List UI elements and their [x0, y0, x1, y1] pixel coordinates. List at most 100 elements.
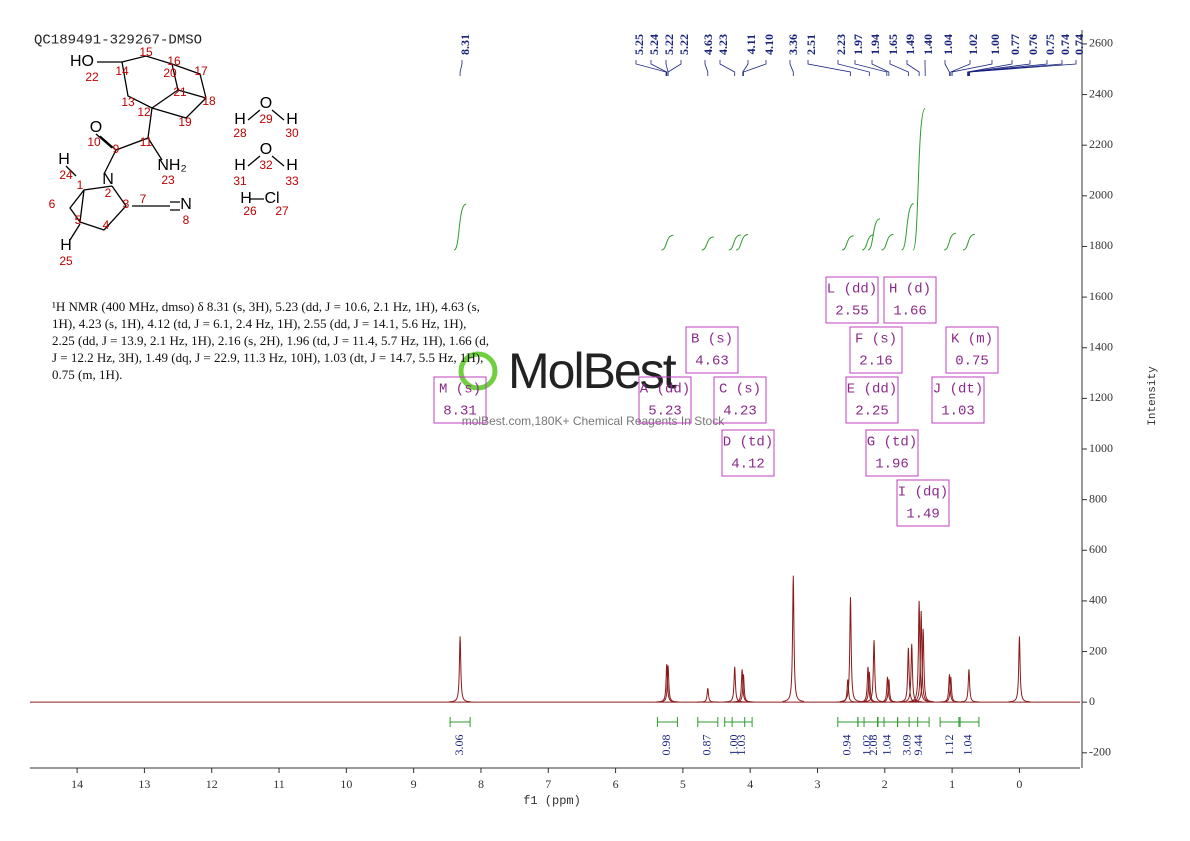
multiplet-label: C (s): [719, 382, 761, 398]
integral-bracket: [939, 717, 961, 727]
atom-label: H: [234, 111, 246, 128]
watermark-logo: [458, 351, 498, 391]
integral-curve: [901, 203, 915, 251]
integral-curve: [867, 218, 881, 251]
atom-number: 25: [59, 254, 73, 268]
integral-curve: [861, 234, 875, 251]
peak: [858, 671, 881, 703]
multiplet-box: [825, 276, 879, 324]
integral-label: 1.03: [734, 735, 748, 756]
atom-number: 32: [259, 158, 273, 172]
atom-number: 2: [105, 186, 112, 200]
atom-number: 13: [121, 95, 135, 109]
integral-label: 1.04: [961, 735, 975, 756]
multiplet-shift: 0.75: [955, 354, 989, 370]
peak: [1008, 636, 1031, 703]
atom-number: 20: [163, 66, 177, 80]
peak-label: 1.04: [941, 34, 955, 55]
peak-label: 1.02: [966, 34, 980, 55]
y-tick-label: 1000: [1089, 441, 1113, 455]
integral-label: 1.12: [942, 735, 956, 756]
multiplet-shift: 4.63: [695, 354, 729, 370]
atom-number: 28: [233, 126, 247, 140]
sample-title: QC189491-329267-DMSO: [34, 33, 202, 49]
multiplet-shift: 8.31: [443, 404, 477, 420]
integral-label: 1.02: [860, 735, 874, 756]
integral-bracket: [449, 717, 471, 727]
peak-label: 3.36: [786, 34, 800, 55]
peak-label-leader: [944, 60, 950, 76]
peak: [878, 679, 900, 703]
atom-number: 1: [77, 178, 84, 192]
integral-bracket: [958, 717, 980, 727]
y-tick-label: 2400: [1089, 86, 1113, 100]
peak: [940, 676, 962, 703]
peak-label-leader: [667, 60, 682, 76]
peak-label: 1.49: [903, 34, 917, 55]
integral-bracket: [908, 717, 930, 727]
nmr-description: ¹H NMR (400 MHz, dmso) δ 8.31 (s, 3H), 5…: [52, 299, 490, 382]
atom-number: 19: [178, 115, 192, 129]
integral-curve: [912, 107, 926, 251]
x-tick-label: 4: [747, 777, 753, 791]
peak: [732, 674, 755, 703]
integral-curve: [841, 235, 854, 251]
multiplet-label: F (s): [855, 332, 897, 348]
multiplet-shift: 5.23: [648, 404, 682, 420]
multiplet-label: B (s): [691, 332, 733, 348]
integral-label: 9.44: [911, 735, 925, 756]
integral-bracket: [837, 717, 859, 727]
peak-label: 2.51: [804, 34, 818, 55]
peak-label-leader: [871, 60, 890, 76]
peak: [782, 575, 805, 702]
peak-label-leader: [967, 60, 1013, 76]
atom-number: 21: [173, 85, 187, 99]
peak-label-leader: [967, 60, 1031, 76]
integral-label: 1.00: [726, 735, 740, 756]
integral-label: 0.98: [659, 735, 673, 756]
atom-label: H: [58, 151, 70, 168]
x-axis-label: f1 (ppm): [523, 794, 581, 808]
y-tick-label: 2000: [1089, 188, 1113, 202]
integral-curve: [735, 234, 749, 251]
peak: [657, 665, 679, 703]
x-tick-label: 2: [882, 777, 888, 791]
integral-label: 1.04: [879, 735, 893, 756]
atom-label: H: [240, 190, 252, 207]
multiplet-shift: 2.16: [859, 354, 893, 370]
y-tick-label: 400: [1089, 593, 1107, 607]
atom-number: 33: [285, 174, 299, 188]
atom-number: 18: [202, 94, 216, 108]
integral-curve: [962, 233, 976, 251]
multiplet-box: [849, 326, 903, 374]
x-tick-label: 1: [949, 777, 955, 791]
atom-label: N: [102, 171, 114, 188]
peak: [897, 647, 920, 703]
peak-label-leader: [742, 60, 749, 76]
integral-curve: [661, 234, 674, 251]
atom-number: 17: [194, 64, 208, 78]
peak-label: 5.22: [677, 34, 691, 55]
peak-label-leader: [635, 60, 667, 76]
peak-label: 1.40: [921, 34, 935, 55]
atom-number: 10: [87, 135, 101, 149]
peak-label-leader: [650, 60, 668, 76]
peak: [912, 628, 934, 703]
y-tick-label: 1800: [1089, 238, 1113, 252]
y-tick-label: 800: [1089, 491, 1107, 505]
x-tick-label: 8: [478, 777, 484, 791]
peak-label: 1.94: [868, 34, 882, 55]
peak: [900, 643, 923, 703]
atom-number: 30: [285, 126, 299, 140]
atom-label: H: [286, 111, 298, 128]
peak-label: 2.23: [834, 34, 848, 55]
integral-label: 0.87: [700, 735, 714, 756]
multiplet-box: [896, 479, 950, 527]
atom-label: H: [60, 237, 72, 254]
peak-label-leader: [789, 60, 794, 76]
x-tick-label: 9: [411, 777, 417, 791]
multiplet-box: [721, 429, 775, 477]
multiplet-shift: 1.03: [941, 404, 975, 420]
peak-label: 5.22: [662, 34, 676, 55]
